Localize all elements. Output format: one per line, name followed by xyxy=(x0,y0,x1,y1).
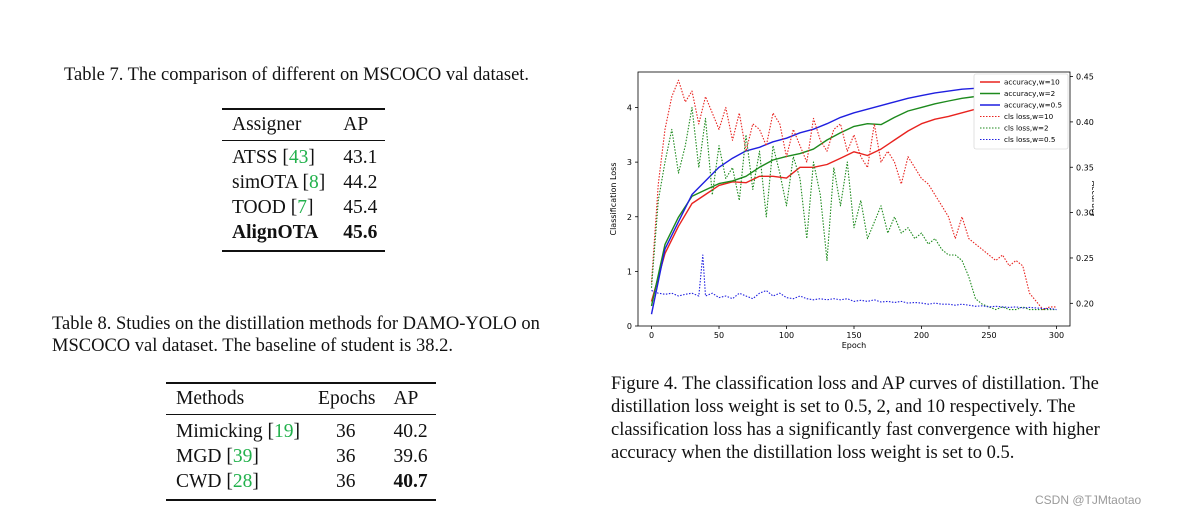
y-tick-label: 0 xyxy=(627,322,632,331)
series-line xyxy=(650,104,990,302)
series-line xyxy=(650,79,1057,311)
table8-header-row: Methods Epochs AP xyxy=(166,383,436,415)
series-line xyxy=(650,106,1057,311)
citation-link[interactable]: 39 xyxy=(232,446,253,467)
table-row: ATSS [43] 43.1 xyxy=(222,141,385,171)
assigner-name: ATSS [43] xyxy=(232,147,315,168)
table-row: CWD [28] 36 40.7 xyxy=(166,469,436,500)
legend-entry: accuracy,w=2 xyxy=(1004,89,1055,98)
epochs-value: 36 xyxy=(336,471,356,492)
y-tick-label: 2 xyxy=(627,213,632,222)
table8-header-epochs: Epochs xyxy=(318,388,376,409)
table7-header-assigner: Assigner xyxy=(232,114,302,135)
y2-tick-label: 0.45 xyxy=(1076,73,1094,82)
series-layer xyxy=(650,79,1057,315)
x-tick-label: 0 xyxy=(649,331,654,340)
ap-value: 40.7 xyxy=(393,471,428,492)
assigner-name: simOTA [8] xyxy=(232,172,326,193)
table8-caption: Table 8. Studies on the distillation met… xyxy=(52,314,540,356)
ap-value: 45.6 xyxy=(343,222,378,243)
citation-link[interactable]: 19 xyxy=(274,421,294,442)
table8: Methods Epochs AP Mimicking [19] 36 40.2… xyxy=(166,382,436,501)
citation-link[interactable]: 43 xyxy=(288,147,309,168)
y2-tick-label: 0.40 xyxy=(1076,118,1094,127)
ap-value: 43.1 xyxy=(343,147,378,168)
table7-header-row: Assigner AP xyxy=(222,109,386,141)
x-tick-label: 200 xyxy=(914,331,929,340)
axis-layer: 0 50 100 150 200 250 300 0 1 2 3 4 0.20 0.25 0.30 0.35 0… xyxy=(609,73,1094,350)
figure4-caption: Figure 4. The classification loss and AP… xyxy=(611,373,1131,465)
citation-link[interactable]: 8 xyxy=(309,172,319,193)
y2-axis-label: Accuracy xyxy=(1090,181,1094,218)
table7: Assigner AP ATSS [43] 43.1 simOTA [8] 44… xyxy=(222,108,386,252)
x-tick-label: 100 xyxy=(779,331,794,340)
method-name: Mimicking [19] xyxy=(176,421,301,442)
x-axis-label: Epoch xyxy=(842,341,867,350)
y2-tick-label: 0.30 xyxy=(1076,209,1094,218)
legend: accuracy,w=10 accuracy,w=2 accuracy,w=0.5 c… xyxy=(973,73,1069,150)
series-line xyxy=(650,94,990,307)
series-line xyxy=(650,86,990,315)
figure4-caption-line: distillation loss weight is set to 0.5, … xyxy=(611,397,1076,417)
ap-value: 45.4 xyxy=(343,197,378,218)
ap-value: 39.6 xyxy=(393,446,428,467)
epochs-value: 36 xyxy=(336,446,356,467)
x-tick-label: 150 xyxy=(846,331,861,340)
legend-entry: cls loss,w=2 xyxy=(1004,124,1049,133)
table-row: AlignOTA 45.6 xyxy=(222,220,386,251)
citation-link[interactable]: 7 xyxy=(297,197,307,218)
epochs-value: 36 xyxy=(336,421,356,442)
assigner-name: AlignOTA xyxy=(232,222,319,243)
y2-tick-label: 0.20 xyxy=(1076,299,1094,308)
legend-box xyxy=(973,73,1069,150)
legend-entry: accuracy,w=10 xyxy=(1004,78,1060,87)
table-row: simOTA [8] 44.2 xyxy=(222,170,385,195)
series-line xyxy=(651,254,1057,311)
y-tick-label: 3 xyxy=(627,158,632,167)
ap-value: 40.2 xyxy=(393,421,428,442)
y-tick-label: 1 xyxy=(627,267,632,276)
method-name: MGD [39] xyxy=(176,446,259,467)
watermark: CSDN @TJMtaotao xyxy=(1035,493,1142,507)
table7-header-ap: AP xyxy=(343,114,369,135)
legend-entry: cls loss,w=10 xyxy=(1004,112,1054,121)
legend-entry: cls loss,w=0.5 xyxy=(1004,135,1055,144)
x-tick-label: 50 xyxy=(714,331,724,340)
figure4-chart: 0 50 100 150 200 250 300 0 1 2 3 4 0.20 0.25 0.30 0.35 0… xyxy=(609,71,1094,350)
table-row: MGD [39] 36 39.6 xyxy=(166,444,436,469)
y-axis-label: Classification Loss xyxy=(609,162,618,235)
legend-entry: accuracy,w=0.5 xyxy=(1004,101,1062,110)
x-tick-label: 300 xyxy=(1049,331,1064,340)
ap-value: 44.2 xyxy=(343,172,378,193)
table8-header-ap: AP xyxy=(393,388,419,409)
table-row: TOOD [7] 45.4 xyxy=(222,195,385,220)
y2-tick-label: 0.25 xyxy=(1076,254,1094,263)
table8-header-methods: Methods xyxy=(176,388,245,409)
figure4-caption-line: accuracy when the distillation loss weig… xyxy=(611,443,1015,463)
method-name: CWD [28] xyxy=(176,471,259,492)
y2-tick-label: 0.35 xyxy=(1076,163,1094,172)
citation-link[interactable]: 28 xyxy=(232,471,253,492)
figure4-caption-line: classification loss has a significantly … xyxy=(611,420,1100,440)
x-tick-label: 250 xyxy=(981,331,996,340)
y-tick-label: 4 xyxy=(627,104,632,113)
table7-caption: Table 7. The comparison of different on … xyxy=(64,65,530,85)
table-row: Mimicking [19] 36 40.2 xyxy=(166,415,436,445)
assigner-name: TOOD [7] xyxy=(232,197,314,218)
figure4-caption-line: Figure 4. The classification loss and AP… xyxy=(611,374,1099,394)
